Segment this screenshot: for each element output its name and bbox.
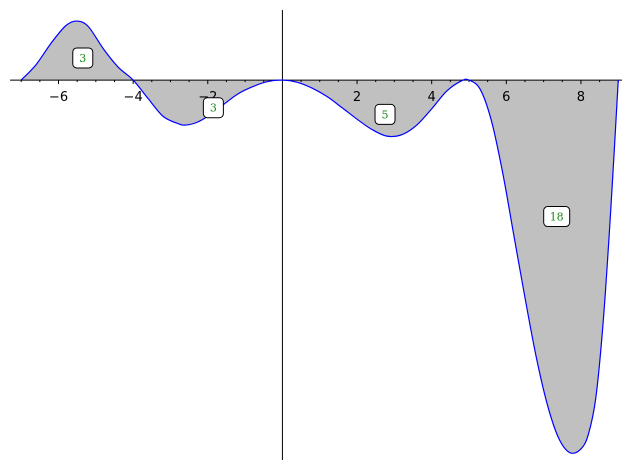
curve-line bbox=[20, 20, 619, 454]
region-label-box bbox=[202, 97, 224, 119]
region-label-box bbox=[374, 103, 396, 125]
region-label-text: 3 bbox=[210, 102, 217, 115]
shaded-area bbox=[21, 21, 619, 454]
x-tick-label: 2 bbox=[353, 90, 361, 105]
region-label: 3 bbox=[72, 47, 94, 69]
region-label: 3 bbox=[202, 97, 224, 119]
curve-layer bbox=[20, 20, 619, 454]
x-tick-label: 8 bbox=[577, 90, 585, 105]
region-label-text: 18 bbox=[550, 211, 564, 224]
x-tick-label: 6 bbox=[502, 90, 510, 105]
region-label-box bbox=[543, 206, 571, 228]
x-tick-label: −6 bbox=[49, 90, 68, 105]
shaded-area-layer bbox=[21, 21, 619, 454]
region-labels: 3 3 5 18 bbox=[72, 47, 571, 228]
region-label-text: 5 bbox=[382, 108, 389, 121]
x-tick-label: −4 bbox=[124, 90, 143, 105]
region-label: 5 bbox=[374, 103, 396, 125]
x-tick-label: 4 bbox=[428, 90, 436, 105]
region-label: 18 bbox=[543, 206, 571, 228]
region-label-text: 3 bbox=[79, 52, 86, 65]
region-label-box bbox=[72, 47, 94, 69]
